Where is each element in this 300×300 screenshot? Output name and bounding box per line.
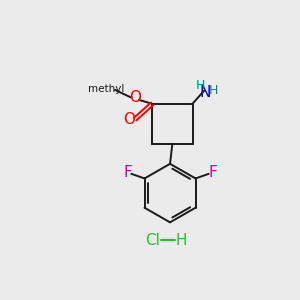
Text: H: H — [176, 232, 188, 247]
Text: N: N — [199, 85, 211, 100]
Text: O: O — [129, 90, 141, 105]
Text: F: F — [208, 165, 217, 180]
Text: H: H — [196, 79, 205, 92]
Text: H: H — [209, 84, 218, 97]
Text: methyl: methyl — [88, 84, 125, 94]
Text: F: F — [123, 165, 132, 180]
Text: Cl: Cl — [145, 232, 160, 247]
Text: O: O — [123, 112, 135, 128]
